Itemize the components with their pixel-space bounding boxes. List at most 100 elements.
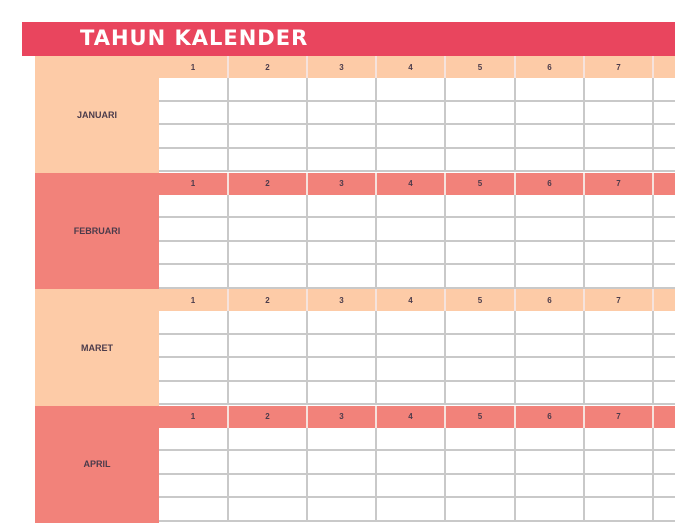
calendar-cell[interactable] xyxy=(516,427,585,452)
calendar-cell[interactable] xyxy=(446,334,516,359)
calendar-cell[interactable] xyxy=(377,381,446,406)
calendar-cell[interactable] xyxy=(377,101,446,126)
calendar-cell[interactable] xyxy=(446,78,516,102)
calendar-cell[interactable] xyxy=(446,311,516,335)
calendar-cell[interactable] xyxy=(377,474,446,499)
calendar-cell[interactable] xyxy=(446,218,516,242)
calendar-cell[interactable] xyxy=(159,265,229,289)
calendar-cell[interactable] xyxy=(585,474,654,499)
calendar-cell[interactable] xyxy=(446,125,516,149)
calendar-cell[interactable] xyxy=(229,101,308,126)
calendar-cell[interactable] xyxy=(654,311,675,335)
calendar-cell[interactable] xyxy=(229,474,308,499)
calendar-cell[interactable] xyxy=(229,498,308,522)
calendar-cell[interactable] xyxy=(585,241,654,266)
calendar-cell[interactable] xyxy=(159,194,229,219)
calendar-cell[interactable] xyxy=(308,265,377,289)
calendar-cell[interactable] xyxy=(654,265,675,289)
calendar-cell[interactable] xyxy=(229,311,308,335)
calendar-cell[interactable] xyxy=(308,334,377,359)
calendar-cell[interactable] xyxy=(654,334,675,359)
calendar-cell[interactable] xyxy=(377,194,446,219)
calendar-cell[interactable] xyxy=(377,241,446,266)
calendar-cell[interactable] xyxy=(229,194,308,219)
calendar-cell[interactable] xyxy=(377,218,446,242)
calendar-cell[interactable] xyxy=(308,381,377,406)
calendar-cell[interactable] xyxy=(308,78,377,102)
calendar-cell[interactable] xyxy=(159,358,229,382)
calendar-cell[interactable] xyxy=(516,148,585,173)
calendar-cell[interactable] xyxy=(159,381,229,406)
calendar-cell[interactable] xyxy=(377,334,446,359)
calendar-cell[interactable] xyxy=(159,101,229,126)
calendar-cell[interactable] xyxy=(229,241,308,266)
calendar-cell[interactable] xyxy=(377,358,446,382)
calendar-cell[interactable] xyxy=(516,358,585,382)
calendar-cell[interactable] xyxy=(654,101,675,126)
calendar-cell[interactable] xyxy=(516,474,585,499)
calendar-cell[interactable] xyxy=(377,125,446,149)
calendar-cell[interactable] xyxy=(308,474,377,499)
calendar-cell[interactable] xyxy=(159,125,229,149)
calendar-cell[interactable] xyxy=(446,474,516,499)
calendar-cell[interactable] xyxy=(516,265,585,289)
calendar-cell[interactable] xyxy=(377,451,446,475)
calendar-cell[interactable] xyxy=(516,241,585,266)
calendar-cell[interactable] xyxy=(229,78,308,102)
calendar-cell[interactable] xyxy=(159,148,229,173)
calendar-cell[interactable] xyxy=(159,218,229,242)
calendar-cell[interactable] xyxy=(654,241,675,266)
calendar-cell[interactable] xyxy=(446,358,516,382)
calendar-cell[interactable] xyxy=(516,78,585,102)
calendar-cell[interactable] xyxy=(308,358,377,382)
calendar-cell[interactable] xyxy=(229,265,308,289)
calendar-cell[interactable] xyxy=(308,218,377,242)
calendar-cell[interactable] xyxy=(159,474,229,499)
calendar-cell[interactable] xyxy=(308,148,377,173)
calendar-cell[interactable] xyxy=(377,498,446,522)
calendar-cell[interactable] xyxy=(585,218,654,242)
calendar-cell[interactable] xyxy=(654,148,675,173)
calendar-cell[interactable] xyxy=(446,381,516,406)
calendar-cell[interactable] xyxy=(654,194,675,219)
calendar-cell[interactable] xyxy=(516,381,585,406)
calendar-cell[interactable] xyxy=(654,78,675,102)
calendar-cell[interactable] xyxy=(159,78,229,102)
calendar-cell[interactable] xyxy=(654,474,675,499)
calendar-cell[interactable] xyxy=(654,125,675,149)
calendar-cell[interactable] xyxy=(446,148,516,173)
calendar-cell[interactable] xyxy=(446,498,516,522)
calendar-cell[interactable] xyxy=(654,498,675,522)
calendar-cell[interactable] xyxy=(585,498,654,522)
calendar-cell[interactable] xyxy=(377,78,446,102)
calendar-cell[interactable] xyxy=(308,125,377,149)
calendar-cell[interactable] xyxy=(229,334,308,359)
calendar-cell[interactable] xyxy=(377,148,446,173)
calendar-cell[interactable] xyxy=(585,265,654,289)
calendar-cell[interactable] xyxy=(229,427,308,452)
calendar-cell[interactable] xyxy=(585,125,654,149)
calendar-cell[interactable] xyxy=(377,427,446,452)
calendar-cell[interactable] xyxy=(159,311,229,335)
calendar-cell[interactable] xyxy=(159,427,229,452)
calendar-cell[interactable] xyxy=(229,358,308,382)
calendar-cell[interactable] xyxy=(308,194,377,219)
calendar-cell[interactable] xyxy=(229,148,308,173)
calendar-cell[interactable] xyxy=(585,101,654,126)
calendar-cell[interactable] xyxy=(654,427,675,452)
calendar-cell[interactable] xyxy=(585,451,654,475)
calendar-cell[interactable] xyxy=(654,381,675,406)
calendar-cell[interactable] xyxy=(229,451,308,475)
calendar-cell[interactable] xyxy=(585,78,654,102)
calendar-cell[interactable] xyxy=(377,311,446,335)
calendar-cell[interactable] xyxy=(516,311,585,335)
calendar-cell[interactable] xyxy=(446,194,516,219)
calendar-cell[interactable] xyxy=(516,125,585,149)
calendar-cell[interactable] xyxy=(446,451,516,475)
calendar-cell[interactable] xyxy=(308,427,377,452)
calendar-cell[interactable] xyxy=(585,334,654,359)
calendar-cell[interactable] xyxy=(654,358,675,382)
calendar-cell[interactable] xyxy=(516,101,585,126)
calendar-cell[interactable] xyxy=(585,194,654,219)
calendar-cell[interactable] xyxy=(159,334,229,359)
